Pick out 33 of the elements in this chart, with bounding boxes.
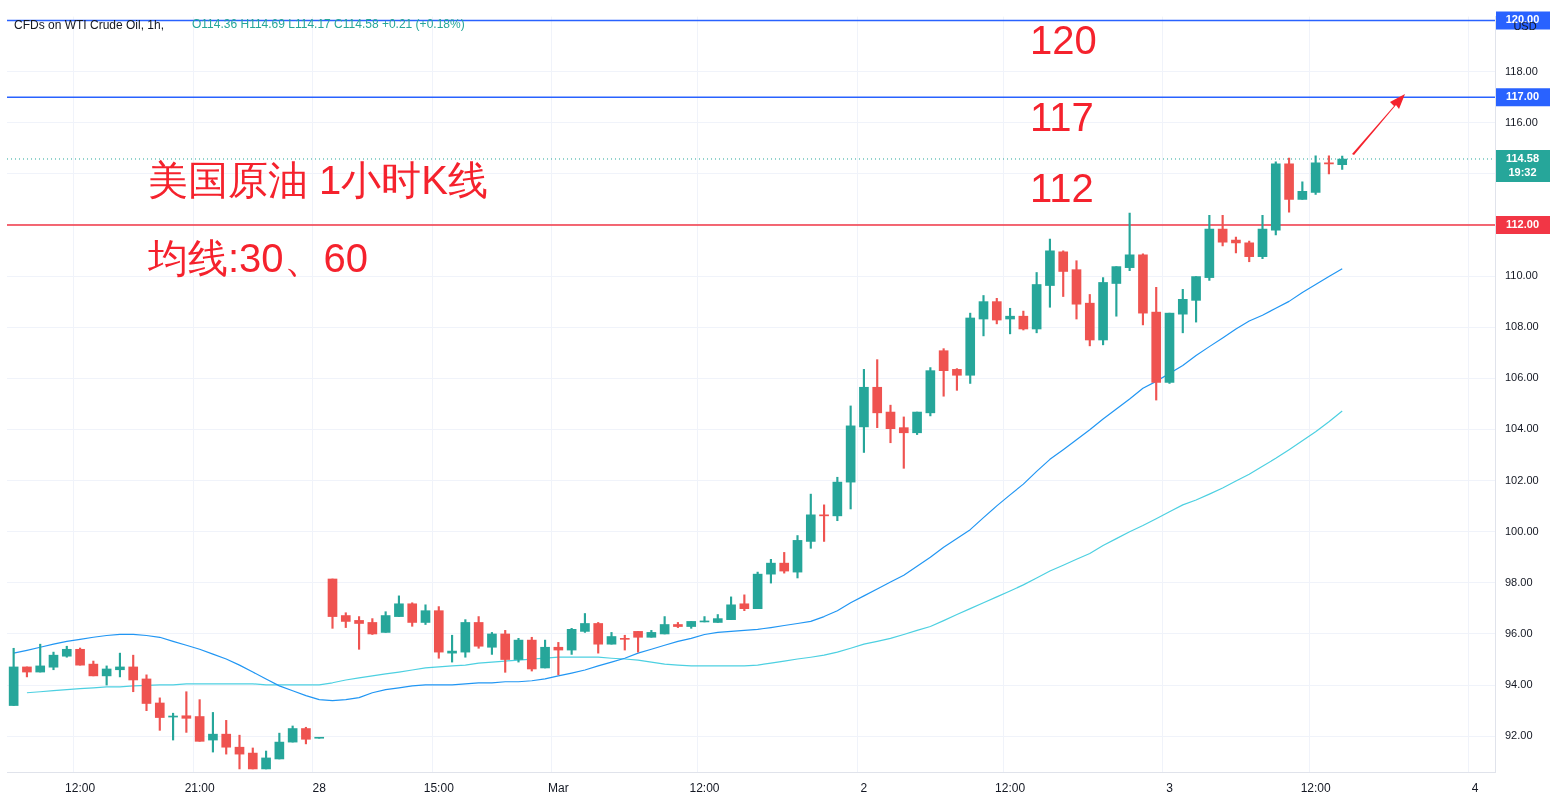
x-tick-label: Mar bbox=[548, 780, 569, 795]
annotation: 120 bbox=[1030, 18, 1097, 62]
x-tick-label: 12:00 bbox=[1300, 780, 1331, 795]
annotation: 112 bbox=[1030, 166, 1094, 210]
x-tick-label: 4 bbox=[1471, 780, 1479, 795]
y-tick-label: 104.00 bbox=[1505, 422, 1539, 435]
y-tick-label: 98.00 bbox=[1505, 575, 1533, 588]
x-tick-label: 2 bbox=[860, 780, 868, 795]
x-tick-label: 15:00 bbox=[423, 780, 455, 795]
annotation: 美国原油 1小时K线 bbox=[148, 158, 489, 202]
y-tick-label: 92.00 bbox=[1505, 729, 1533, 742]
ref-line-label: 114.58 19:32 bbox=[1505, 152, 1540, 179]
y-tick-label: 102.00 bbox=[1505, 473, 1539, 486]
ref-line-label: 112.00 bbox=[1505, 217, 1540, 230]
y-tick-label: 110.00 bbox=[1505, 269, 1538, 282]
annotation: O114.36 H114.69 L114.17 C114.58 +0.21 (+0.18%) bbox=[192, 17, 465, 32]
chart-title: CFDs on WTI Crude Oil, 1h, bbox=[14, 18, 165, 32]
annotation: 117 bbox=[1030, 95, 1094, 139]
x-tick-label: 3 bbox=[1166, 780, 1174, 795]
x-tick-label: 12:00 bbox=[995, 780, 1026, 795]
x-tick-label: 21:00 bbox=[184, 780, 215, 795]
x-tick-label: 12:00 bbox=[689, 780, 720, 795]
y-tick-label: 100.00 bbox=[1505, 524, 1539, 537]
y-tick-label: 108.00 bbox=[1505, 320, 1539, 333]
y-tick-label: 106.00 bbox=[1505, 371, 1539, 384]
ref-line-label: 117.00 bbox=[1505, 90, 1540, 103]
y-tick-label: 118.00 bbox=[1505, 64, 1538, 77]
y-tick-label: 96.00 bbox=[1505, 626, 1533, 639]
y-tick-label: 94.00 bbox=[1505, 678, 1533, 691]
x-tick-label: 12:00 bbox=[65, 780, 96, 795]
y-tick-label: 116.00 bbox=[1505, 115, 1538, 128]
x-tick-label: 28 bbox=[312, 780, 327, 795]
annotation: 均线:30、60 bbox=[148, 236, 369, 280]
